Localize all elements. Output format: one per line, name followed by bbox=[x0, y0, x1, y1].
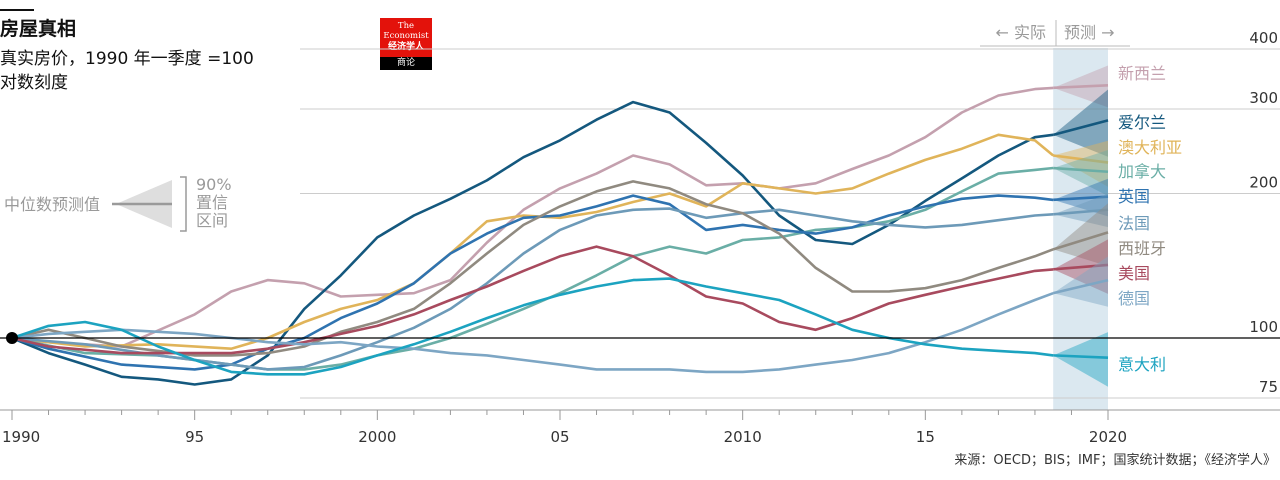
forecast-median-4 bbox=[1053, 195, 1109, 202]
scale-note: 对数刻度 bbox=[0, 73, 68, 93]
series-line-4 bbox=[11, 194, 1054, 371]
forecast-fan-8 bbox=[1053, 256, 1108, 307]
legend-median-label: 中位数预测值 bbox=[4, 195, 100, 214]
title-rule bbox=[0, 9, 34, 11]
forecast-median-0 bbox=[1053, 84, 1109, 90]
x-tick-label-2020: 2020 bbox=[1089, 428, 1127, 446]
chart-subtitle: 真实房价，1990 年一季度 =100 bbox=[0, 49, 254, 69]
legend-bracket bbox=[180, 176, 187, 232]
y-tick-label-400: 400 bbox=[1249, 29, 1278, 47]
x-tick-label-2000: 2000 bbox=[358, 428, 396, 446]
series-label-5: 法国 bbox=[1118, 214, 1150, 233]
series-line-5 bbox=[11, 207, 1054, 371]
forecast-median-6 bbox=[1052, 231, 1109, 251]
y-tick-label-300: 300 bbox=[1249, 89, 1278, 107]
logo-line-4: 商论 bbox=[380, 57, 432, 70]
y-tick-label-200: 200 bbox=[1249, 174, 1278, 192]
legend-ci-line-2: 置信 bbox=[196, 193, 228, 212]
chart-title: 房屋真相 bbox=[0, 18, 77, 40]
region-label-actual: ← 实际 bbox=[996, 23, 1047, 42]
x-tick-label-05: 05 bbox=[550, 428, 569, 446]
source-note: 来源：OECD；BIS；IMF；国家统计数据；《经济学人》 bbox=[954, 453, 1276, 468]
forecast-fan-1 bbox=[1053, 89, 1108, 157]
forecast-median-5 bbox=[1053, 208, 1109, 216]
x-tick-label-95: 95 bbox=[185, 428, 204, 446]
forecast-fan-3 bbox=[1053, 149, 1108, 197]
series-label-0: 新西兰 bbox=[1118, 64, 1166, 83]
forecast-fan-6 bbox=[1053, 203, 1108, 267]
series-label-4: 英国 bbox=[1118, 187, 1150, 206]
series-label-8: 德国 bbox=[1118, 289, 1150, 308]
y-tick-label-75: 75 bbox=[1259, 378, 1278, 396]
series-label-9: 意大利 bbox=[1118, 355, 1166, 374]
y-tick-label-100: 100 bbox=[1249, 318, 1278, 336]
economist-logo: The Economist 经济学人 商论 bbox=[380, 18, 432, 70]
series-label-1: 爱尔兰 bbox=[1118, 113, 1166, 132]
forecast-fan-5 bbox=[1053, 193, 1108, 228]
logo-line-3: 经济学人 bbox=[387, 42, 424, 52]
x-tick-label-2010: 2010 bbox=[724, 428, 762, 446]
series-label-6: 西班牙 bbox=[1118, 239, 1166, 258]
series-line-0 bbox=[11, 86, 1054, 348]
logo-line-2: Economist bbox=[383, 31, 429, 41]
series-line-6 bbox=[11, 180, 1054, 357]
forecast-fan-9 bbox=[1053, 332, 1108, 387]
logo-line-1: The bbox=[397, 21, 415, 31]
forecast-fan-2 bbox=[1053, 140, 1108, 187]
series-line-8 bbox=[11, 291, 1054, 374]
series-line-1 bbox=[11, 100, 1054, 386]
series-label-7: 美国 bbox=[1118, 264, 1150, 283]
forecast-median-8 bbox=[1052, 278, 1109, 295]
x-tick-label-1990: 1990 bbox=[2, 428, 40, 446]
forecast-median-7 bbox=[1053, 263, 1109, 271]
series-line-7 bbox=[11, 245, 1054, 355]
legend-ci-line-3: 区间 bbox=[196, 211, 228, 230]
forecast-median-2 bbox=[1053, 154, 1109, 164]
legend-ci-line-1: 90% bbox=[196, 175, 232, 194]
series-line-2 bbox=[11, 133, 1055, 350]
series-label-2: 澳大利亚 bbox=[1118, 138, 1182, 157]
forecast-median-3 bbox=[1053, 166, 1109, 174]
region-label-forecast: 预测 → bbox=[1064, 23, 1115, 42]
forecast-median-9 bbox=[1053, 354, 1109, 359]
x-tick-label-15: 15 bbox=[916, 428, 935, 446]
start-dot bbox=[6, 332, 18, 344]
series-line-9 bbox=[11, 277, 1054, 376]
forecast-median-1 bbox=[1052, 119, 1109, 137]
forecast-band bbox=[1053, 48, 1108, 410]
series-label-3: 加拿大 bbox=[1118, 162, 1166, 181]
